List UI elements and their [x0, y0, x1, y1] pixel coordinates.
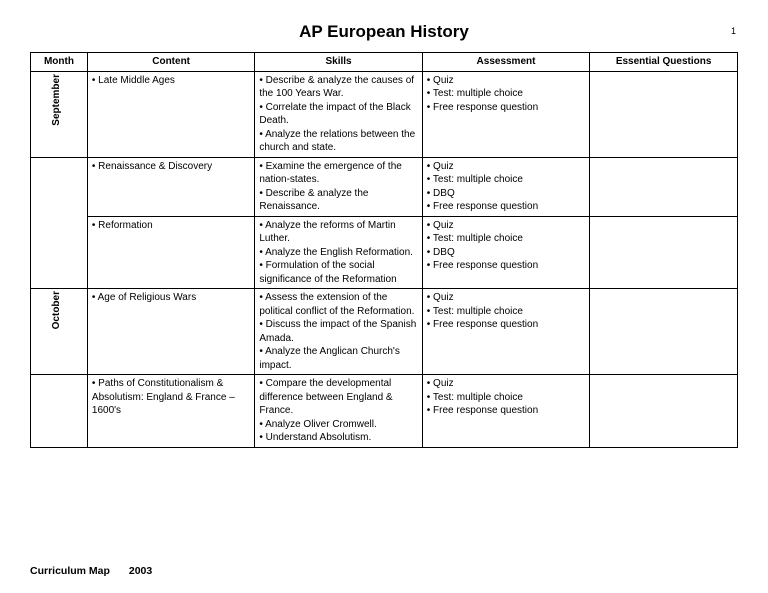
table-row: September • Late Middle Ages • Describe & …: [31, 71, 738, 157]
bullet-item: • Quiz: [427, 74, 585, 88]
assessment-cell: • Quiz• Test: multiple choice• DBQ• Free…: [422, 216, 589, 289]
header-month: Month: [31, 53, 88, 72]
bullet-item: • Quiz: [427, 377, 585, 391]
table-header-row: Month Content Skills Assessment Essentia…: [31, 53, 738, 72]
bullet-item: • Test: multiple choice: [427, 173, 585, 187]
footer-year: 2003: [129, 565, 152, 577]
assessment-cell: • Quiz• Test: multiple choice• Free resp…: [422, 71, 589, 157]
bullet-item: • Analyze the relations between the chur…: [259, 128, 417, 155]
content-cell: • Age of Religious Wars: [87, 289, 254, 375]
header-content: Content: [87, 53, 254, 72]
content-cell: • Renaissance & Discovery: [87, 157, 254, 216]
bullet-item: • Quiz: [427, 291, 585, 305]
table-row: • Reformation • Analyze the reforms of Ma…: [31, 216, 738, 289]
bullet-item: • Correlate the impact of the Black Deat…: [259, 101, 417, 128]
bullet-item: • Free response question: [427, 318, 585, 332]
assessment-cell: • Quiz• Test: multiple choice• Free resp…: [422, 375, 589, 448]
content-cell: • Late Middle Ages: [87, 71, 254, 157]
header-essential: Essential Questions: [590, 53, 738, 72]
skills-cell: • Examine the emergence of the nation-st…: [255, 157, 422, 216]
bullet-item: • Free response question: [427, 200, 585, 214]
bullet-item: • Describe & analyze the causes of the 1…: [259, 74, 417, 101]
bullet-item: • Describe & analyze the Renaissance.: [259, 187, 417, 214]
bullet-item: • Free response question: [427, 101, 585, 115]
bullet-item: • Test: multiple choice: [427, 391, 585, 405]
table-row: October • Age of Religious Wars • Assess t…: [31, 289, 738, 375]
bullet-item: • Analyze the Anglican Church's impact.: [259, 345, 417, 372]
bullet-item: • Test: multiple choice: [427, 87, 585, 101]
bullet-item: • Compare the developmental difference b…: [259, 377, 417, 418]
assessment-cell: • Quiz• Test: multiple choice• DBQ• Free…: [422, 157, 589, 216]
bullet-item: • DBQ: [427, 187, 585, 201]
content-cell: • Paths of Constitutionalism & Absolutis…: [87, 375, 254, 448]
skills-cell: • Describe & analyze the causes of the 1…: [255, 71, 422, 157]
table-row: • Renaissance & Discovery • Examine the e…: [31, 157, 738, 216]
header-assessment: Assessment: [422, 53, 589, 72]
bullet-item: • Discuss the impact of the Spanish Amad…: [259, 318, 417, 345]
footer-label: Curriculum Map: [30, 565, 110, 577]
skills-cell: • Assess the extension of the political …: [255, 289, 422, 375]
skills-cell: • Analyze the reforms of Martin Luther.•…: [255, 216, 422, 289]
bullet-item: • Analyze the English Reformation.: [259, 246, 417, 260]
month-cell: October: [31, 289, 88, 375]
bullet-item: • DBQ: [427, 246, 585, 260]
month-cell: [31, 157, 88, 289]
essential-cell: [590, 71, 738, 157]
bullet-item: • Age of Religious Wars: [92, 291, 250, 305]
bullet-item: • Analyze the reforms of Martin Luther.: [259, 219, 417, 246]
essential-cell: [590, 375, 738, 448]
bullet-item: • Free response question: [427, 404, 585, 418]
bullet-item: • Reformation: [92, 219, 250, 233]
bullet-item: • Test: multiple choice: [427, 305, 585, 319]
curriculum-table: Month Content Skills Assessment Essentia…: [30, 52, 738, 448]
footer: Curriculum Map 2003: [30, 565, 152, 577]
content-cell: • Reformation: [87, 216, 254, 289]
essential-cell: [590, 289, 738, 375]
bullet-item: • Free response question: [427, 259, 585, 273]
bullet-item: • Assess the extension of the political …: [259, 291, 417, 318]
bullet-item: • Quiz: [427, 160, 585, 174]
month-cell: [31, 375, 88, 448]
skills-cell: • Compare the developmental difference b…: [255, 375, 422, 448]
page-number: 1: [731, 26, 736, 36]
month-label: October: [50, 291, 68, 329]
header-skills: Skills: [255, 53, 422, 72]
bullet-item: • Understand Absolutism.: [259, 431, 417, 445]
bullet-item: • Late Middle Ages: [92, 74, 250, 88]
table-row: • Paths of Constitutionalism & Absolutis…: [31, 375, 738, 448]
bullet-item: • Examine the emergence of the nation-st…: [259, 160, 417, 187]
bullet-item: • Test: multiple choice: [427, 232, 585, 246]
bullet-item: • Quiz: [427, 219, 585, 233]
month-label: September: [50, 74, 68, 126]
assessment-cell: • Quiz• Test: multiple choice• Free resp…: [422, 289, 589, 375]
month-cell: September: [31, 71, 88, 157]
bullet-item: • Analyze Oliver Cromwell.: [259, 418, 417, 432]
essential-cell: [590, 157, 738, 216]
essential-cell: [590, 216, 738, 289]
bullet-item: • Formulation of the social significance…: [259, 259, 417, 286]
bullet-item: • Paths of Constitutionalism & Absolutis…: [92, 377, 250, 418]
page-title: AP European History: [299, 22, 469, 42]
bullet-item: • Renaissance & Discovery: [92, 160, 250, 174]
